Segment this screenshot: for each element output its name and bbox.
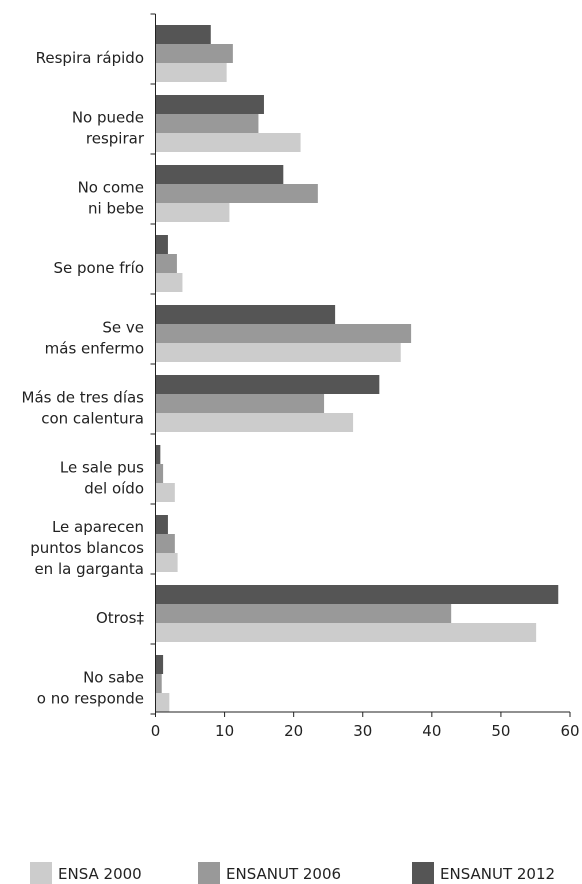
bar-ensanut-2006-2	[155, 184, 318, 203]
category-label-4: Se ve más enfermo	[45, 319, 144, 358]
bar-ensanut-2006-7	[155, 534, 175, 553]
x-tick-label-4: 40	[422, 722, 441, 740]
bar-ensa-2000-9	[155, 693, 170, 712]
bar-ensa-2000-4	[155, 343, 401, 362]
bar-ensanut-2012-5	[155, 375, 380, 394]
category-label-2: No come ni bebe	[78, 179, 144, 218]
category-label-0: Respira rápido	[36, 49, 144, 67]
legend-swatch-1	[198, 862, 220, 884]
bar-ensa-2000-0	[155, 63, 227, 82]
bar-ensa-2000-2	[155, 203, 230, 222]
bar-ensanut-2012-2	[155, 165, 284, 184]
bar-ensanut-2012-9	[155, 655, 164, 674]
category-label-9: No sabe o no responde	[37, 669, 144, 708]
bar-ensa-2000-5	[155, 413, 354, 432]
legend-label-0: ENSA 2000	[58, 865, 142, 883]
bar-ensanut-2012-7	[155, 515, 168, 534]
bar-ensanut-2012-0	[155, 25, 211, 44]
bar-ensanut-2012-3	[155, 235, 168, 254]
bar-ensanut-2012-8	[155, 585, 559, 604]
x-tick-label-0: 0	[151, 722, 161, 740]
category-label-5: Más de tres días con calentura	[22, 389, 145, 428]
bar-ensa-2000-1	[155, 133, 301, 152]
bar-ensanut-2006-6	[155, 464, 164, 483]
bar-ensanut-2006-3	[155, 254, 177, 273]
bar-ensanut-2006-8	[155, 604, 452, 623]
bar-ensanut-2006-4	[155, 324, 412, 343]
bar-ensanut-2006-0	[155, 44, 233, 63]
bar-ensanut-2006-1	[155, 114, 259, 133]
bar-ensanut-2012-6	[155, 445, 161, 464]
category-label-8: Otros‡	[96, 609, 145, 627]
legend-swatch-0	[30, 862, 52, 884]
bar-ensa-2000-3	[155, 273, 183, 292]
x-tick-label-2: 20	[284, 722, 303, 740]
legend: ENSA 2000 ENSANUT 2006 ENSANUT 2012	[30, 862, 555, 884]
category-label-7: Le aparecen puntos blancos en la garganta	[30, 518, 144, 578]
bar-ensa-2000-7	[155, 553, 178, 572]
category-label-6: Le sale pus del oído	[60, 459, 144, 498]
x-tick-label-6: 60	[560, 722, 579, 740]
bar-ensa-2000-8	[155, 623, 537, 642]
bars-group	[155, 25, 559, 712]
legend-label-1: ENSANUT 2006	[226, 865, 341, 883]
bar-ensanut-2006-5	[155, 394, 325, 413]
category-label-3: Se pone frío	[53, 259, 144, 277]
bar-ensanut-2012-4	[155, 305, 336, 324]
x-tick-label-5: 50	[491, 722, 510, 740]
bar-ensanut-2006-9	[155, 674, 162, 693]
x-ticks: 0 10 20 30 40 50 60	[151, 712, 580, 740]
category-labels: Respira rápido No puede respirar No come ni …	[22, 49, 145, 708]
bar-ensanut-2012-1	[155, 95, 264, 114]
legend-swatch-2	[412, 862, 434, 884]
bar-ensa-2000-6	[155, 483, 175, 502]
category-label-1: No puede respirar	[72, 109, 145, 148]
legend-label-2: ENSANUT 2012	[440, 865, 555, 883]
x-tick-label-1: 10	[215, 722, 234, 740]
x-tick-label-3: 30	[353, 722, 372, 740]
